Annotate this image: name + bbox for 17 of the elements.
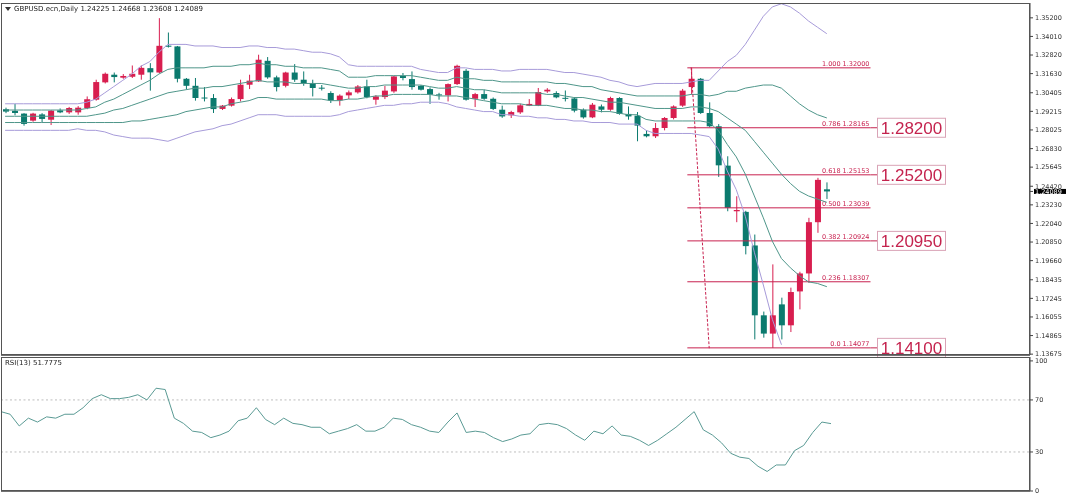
text: 1.14100 <box>880 338 943 358</box>
candlestick <box>147 62 154 92</box>
text: 1.28200 <box>880 118 943 138</box>
candlestick <box>472 92 479 108</box>
candlestick <box>12 103 19 116</box>
candlestick <box>760 311 767 339</box>
line-series <box>0 387 832 472</box>
line-series <box>5 101 782 345</box>
candlestick <box>823 181 830 200</box>
candlestick <box>436 92 443 101</box>
candlestick <box>778 297 785 340</box>
candlestick <box>399 72 406 81</box>
candlestick <box>264 56 271 80</box>
candlestick <box>93 79 100 102</box>
text: 1.20950 <box>880 232 943 252</box>
candlestick <box>237 79 244 102</box>
text: 1.25200 <box>880 165 943 185</box>
